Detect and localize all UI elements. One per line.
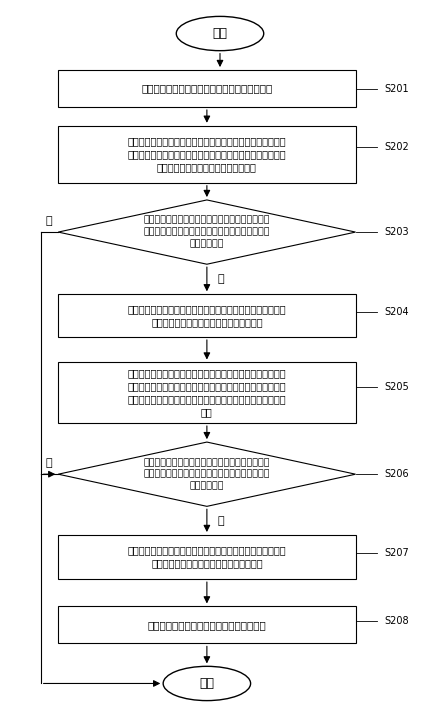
Text: S203: S203 (384, 227, 409, 237)
FancyBboxPatch shape (58, 125, 356, 183)
FancyBboxPatch shape (58, 70, 356, 107)
Ellipse shape (163, 666, 251, 701)
Text: S204: S204 (384, 307, 409, 317)
Text: 确定所述有效身份证明中记录的身份特征信息与所述第三方身
份信息数据库中对应的身份特征信息相匹配: 确定所述有效身份证明中记录的身份特征信息与所述第三方身 份信息数据库中对应的身份… (128, 304, 286, 327)
Text: 是: 是 (218, 516, 224, 526)
Polygon shape (58, 200, 356, 265)
Text: 结束: 结束 (199, 677, 214, 690)
Text: S202: S202 (384, 142, 409, 152)
Text: S201: S201 (384, 83, 409, 93)
Text: 所述第一图像识别分值和所述第一指纹识别分值分
别大于对应的第一图像识别分值阈值和第一指纹识
别分值阈值？: 所述第一图像识别分值和所述第一指纹识别分值分 别大于对应的第一图像识别分值阈值和… (143, 216, 270, 248)
FancyBboxPatch shape (58, 535, 356, 579)
FancyBboxPatch shape (58, 294, 356, 337)
Ellipse shape (176, 16, 264, 51)
Polygon shape (58, 442, 356, 506)
Text: S206: S206 (384, 469, 409, 479)
Text: 将有效身份证明提供人的人脸图像和指纹数据分别与有效身份
证明中记录的人脸图像数据和指纹数据进行匹配，得到对应的
第一图像识别分值和第一指纹识别分值: 将有效身份证明提供人的人脸图像和指纹数据分别与有效身份 证明中记录的人脸图像数据… (128, 136, 286, 172)
Text: 否: 否 (45, 217, 51, 227)
FancyBboxPatch shape (58, 607, 356, 643)
Text: S207: S207 (384, 548, 409, 558)
Text: S205: S205 (384, 382, 409, 392)
Text: 确定所述有效身份证明中记录的身份特征信息与所述第三方身
份信息数据库中对应的身份特征信息相匹配: 确定所述有效身份证明中记录的身份特征信息与所述第三方身 份信息数据库中对应的身份… (128, 546, 286, 569)
Text: 采集有效身份证明提供人的人脸图像和指纹数据: 采集有效身份证明提供人的人脸图像和指纹数据 (141, 83, 272, 93)
Text: 所述第二图像识别分值和所述第二指纹识别分值分
别大于对应的第二图像识别分值阈值和第二指纹识
别分值阈值？: 所述第二图像识别分值和所述第二指纹识别分值分 别大于对应的第二图像识别分值阈值和… (143, 458, 270, 490)
Text: 开始: 开始 (213, 27, 227, 40)
Text: 对所述有效身份证明提供人的身份验证成功: 对所述有效身份证明提供人的身份验证成功 (147, 620, 266, 630)
Text: 将所述有效身份证明中记录的人脸图像数据和指纹数据分别与
所述第三方身份信息数据库中相应的人脸图像数据和指纹数据
分别进行匹配，得到对应的第二图像识别分值和第二指: 将所述有效身份证明中记录的人脸图像数据和指纹数据分别与 所述第三方身份信息数据库… (128, 368, 286, 417)
FancyBboxPatch shape (58, 362, 356, 423)
Text: S208: S208 (384, 617, 409, 627)
Text: 否: 否 (45, 458, 51, 468)
Text: 是: 是 (218, 274, 224, 284)
